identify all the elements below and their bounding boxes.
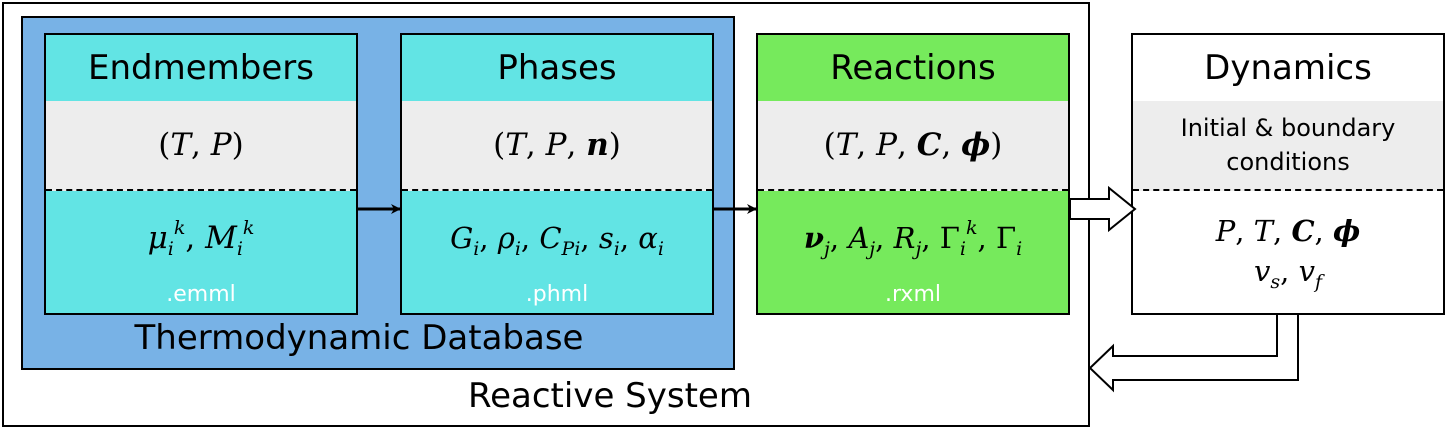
reactions-outputs: νj, Aj, Rj, Γik, Γi [758, 189, 1068, 313]
dynamics-box: Dynamics Initial & boundary conditions P… [1131, 33, 1445, 315]
dynamics-conditions: Initial & boundary conditions [1133, 101, 1443, 191]
reactions-inputs: (T, P, C, ϕ) [758, 101, 1068, 191]
endmembers-outputs-math: μik, Mik [147, 217, 255, 260]
reactions-file-ext: .rxml [884, 282, 941, 307]
phases-inputs: (T, P, n) [402, 101, 712, 191]
endmembers-outputs: μik, Mik [46, 189, 356, 313]
reactive-system-label: Reactive System [468, 376, 752, 416]
dynamics-outputs-line2: vs, vf [1253, 254, 1322, 293]
endmembers-inputs: (T, P) [46, 101, 356, 191]
phases-outputs-math: Gi, ρi, CPi, si, αi [450, 221, 664, 260]
dynamics-outputs-line1: P, T, C, ϕ [1215, 214, 1361, 248]
phases-inputs-math: (T, P, n) [493, 127, 621, 163]
dynamics-title: Dynamics [1133, 35, 1443, 103]
phases-outputs: Gi, ρi, CPi, si, αi [402, 189, 712, 313]
endmembers-file-ext: .emml [166, 282, 236, 307]
dynamics-conditions-line2: conditions [1226, 148, 1350, 176]
reactions-outputs-math: νj, Aj, Rj, Γik, Γi [803, 217, 1023, 260]
reactions-box: Reactions (T, P, C, ϕ) νj, Aj, Rj, Γik, … [756, 33, 1070, 315]
arrow-dynamics-to-reactive-system [1088, 315, 1299, 393]
dynamics-outputs: P, T, C, ϕ vs, vf [1133, 189, 1443, 313]
arrow-reactions-to-dynamics [1069, 185, 1137, 233]
phases-box: Phases (T, P, n) Gi, ρi, CPi, si, αi .ph… [400, 33, 714, 315]
phases-file-ext: .phml [525, 282, 589, 307]
reactions-inputs-math: (T, P, C, ϕ) [823, 127, 1003, 163]
dynamics-outputs-math: P, T, C, ϕ vs, vf [1215, 211, 1361, 293]
dynamics-conditions-line1: Initial & boundary [1180, 114, 1396, 142]
endmembers-box: Endmembers (T, P) μik, Mik .emml [44, 33, 358, 315]
thermodynamic-database-label: Thermodynamic Database [134, 318, 584, 358]
endmembers-inputs-math: (T, P) [158, 127, 244, 163]
